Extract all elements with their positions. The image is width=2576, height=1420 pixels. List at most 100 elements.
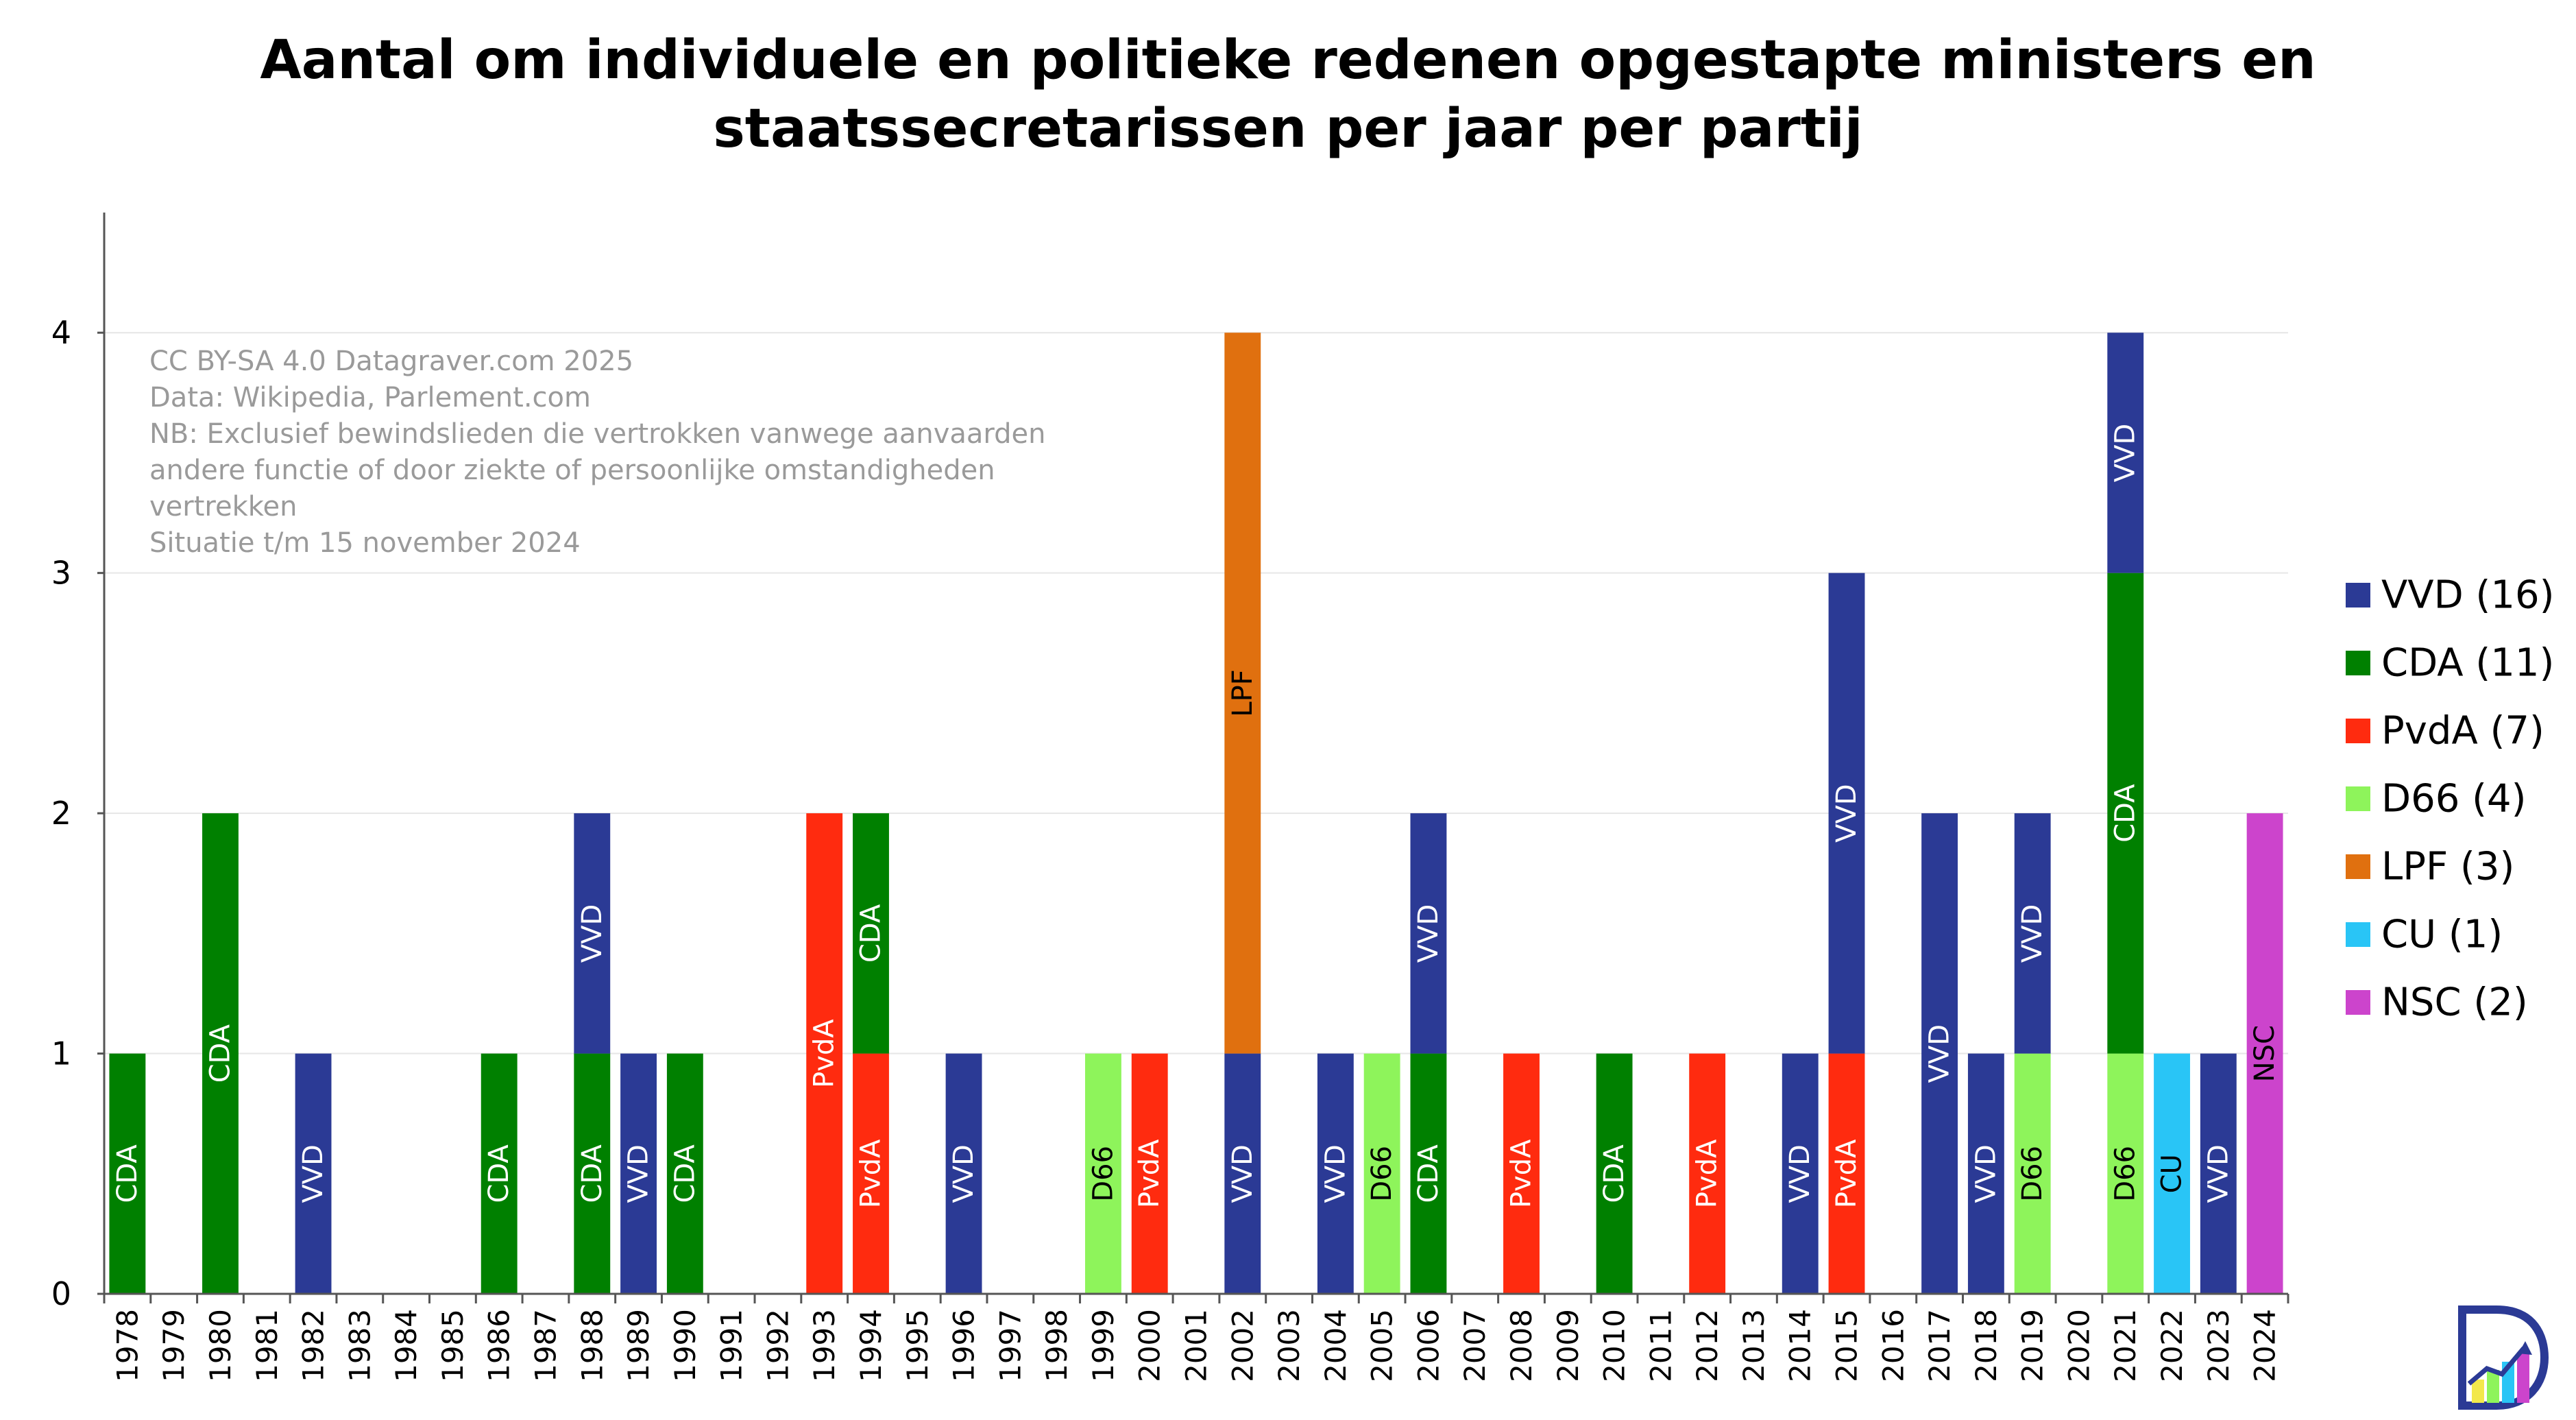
bar-label: VVD xyxy=(576,904,608,963)
bar-segment-vvd-2004 xyxy=(1317,1053,1354,1294)
x-tick-label: 1998 xyxy=(1040,1309,1073,1382)
x-tick-label: 1995 xyxy=(901,1309,934,1382)
bar-segment-cu-2022 xyxy=(2154,1053,2190,1294)
bar-label: VVD xyxy=(1227,1144,1259,1203)
x-tick-label: 2019 xyxy=(2016,1309,2050,1382)
bar-label: CDA xyxy=(204,1024,236,1083)
bar-label: D66 xyxy=(2110,1146,2141,1202)
x-tick-label: 2006 xyxy=(1411,1309,1445,1382)
bar-segment-vvd-2006 xyxy=(1410,813,1447,1054)
bar-segment-nsc-2024 xyxy=(2246,813,2283,1294)
bar-segment-vvd-1996 xyxy=(945,1053,982,1294)
bar-segment-pvda-1994 xyxy=(853,1053,889,1294)
x-tick-label: 1991 xyxy=(715,1309,749,1382)
legend-label-vvd: VVD (16) xyxy=(2381,573,2555,618)
x-tick-label: 1980 xyxy=(204,1309,237,1382)
bar-segment-vvd-1982 xyxy=(295,1053,332,1294)
x-tick-label: 2011 xyxy=(1644,1309,1677,1382)
x-tick-label: 1992 xyxy=(761,1309,794,1382)
bar-segment-vvd-2021 xyxy=(2107,333,2144,573)
bar-label: D66 xyxy=(1366,1146,1398,1202)
legend-swatch-lpf xyxy=(2346,854,2370,879)
bar-segment-vvd-2015 xyxy=(1828,573,1865,1054)
x-tick-label: 1978 xyxy=(110,1309,144,1382)
annotation-line: andere functie of door ziekte of persoon… xyxy=(149,455,995,486)
x-axis-ticks: 1978 1979 1980 1981 1982 1983 1984 1985 1986 1987… xyxy=(103,1294,2289,1382)
legend-label-lpf: LPF (3) xyxy=(2381,845,2514,889)
bar-label: PvdA xyxy=(1692,1139,1723,1208)
bar-segment-lpf-2002 xyxy=(1224,333,1261,1054)
bar-segment-vvd-2002 xyxy=(1224,1053,1261,1294)
legend-swatch-cu xyxy=(2346,922,2370,947)
x-tick-label: 1984 xyxy=(389,1309,423,1382)
bar-label: VVD xyxy=(1970,1144,2002,1203)
bar-label: PvdA xyxy=(809,1019,840,1088)
bar-segment-pvda-2000 xyxy=(1131,1053,1168,1294)
x-tick-label: 2023 xyxy=(2202,1309,2235,1382)
bar-label: VVD xyxy=(2110,424,2141,483)
chart-title: Aantal om individuele en politieke reden… xyxy=(0,26,2576,163)
x-tick-label: 2008 xyxy=(1505,1309,1538,1382)
bar-label: VVD xyxy=(1320,1144,1351,1203)
bar-label: CDA xyxy=(1599,1144,1630,1203)
bar-segment-pvda-1993 xyxy=(806,813,843,1294)
x-tick-label: 1990 xyxy=(668,1309,702,1382)
bar-segment-cda-1990 xyxy=(666,1053,703,1294)
bar-label: VVD xyxy=(1413,904,1444,963)
bar-label: PvdA xyxy=(1506,1139,1538,1208)
bar-label: CDA xyxy=(855,904,886,963)
y-tick-label: 0 xyxy=(51,1275,71,1312)
legend-swatch-pvda xyxy=(2346,719,2370,743)
x-tick-label: 1997 xyxy=(993,1309,1027,1382)
y-tick-label: 4 xyxy=(51,314,71,351)
bar-label: VVD xyxy=(1784,1144,1816,1203)
x-tick-label: 1994 xyxy=(854,1309,888,1382)
bar-label: CDA xyxy=(576,1144,608,1203)
bar-segment-pvda-2012 xyxy=(1689,1053,1726,1294)
bar-label: VVD xyxy=(2017,904,2048,963)
axes xyxy=(103,213,2288,1295)
bar-label: D66 xyxy=(1087,1146,1119,1202)
bar-label: PvdA xyxy=(855,1139,886,1208)
bar-label: PvdA xyxy=(1134,1139,1165,1208)
x-tick-label: 2009 xyxy=(1551,1309,1585,1382)
x-tick-label: 2007 xyxy=(1458,1309,1492,1382)
x-tick-label: 2003 xyxy=(1272,1309,1306,1382)
source-annotation: CC BY-SA 4.0 Datagraver.com 2025 Data: Wi… xyxy=(149,346,1046,559)
bar-label: VVD xyxy=(1924,1024,1956,1083)
x-tick-label: 1982 xyxy=(297,1309,330,1382)
annotation-line: Data: Wikipedia, Parlement.com xyxy=(149,382,591,413)
x-tick-label: 2022 xyxy=(2155,1309,2189,1382)
x-tick-label: 1985 xyxy=(436,1309,470,1382)
y-axis-ticks: 0 1 2 3 4 xyxy=(51,314,104,1312)
bar-segment-vvd-2014 xyxy=(1782,1053,1819,1294)
bar-segment-pvda-2015 xyxy=(1828,1053,1865,1294)
chart-title-line-1: Aantal om individuele en politieke reden… xyxy=(260,29,2316,91)
annotation-line: vertrekken xyxy=(149,491,297,522)
x-tick-label: 1979 xyxy=(157,1309,191,1382)
x-tick-label: 2004 xyxy=(1319,1309,1352,1382)
x-tick-label: 2010 xyxy=(1598,1309,1631,1382)
annotation-line: Situatie t/m 15 november 2024 xyxy=(149,527,581,559)
legend: VVD (16) CDA (11) PvdA (7) D66 (4) LPF (3) CU… xyxy=(2346,573,2555,1025)
bar-label: CDA xyxy=(669,1144,701,1203)
bar-label: VVD xyxy=(948,1144,980,1203)
bar-label: CU xyxy=(2156,1154,2188,1193)
bar-segment-d66-2005 xyxy=(1363,1053,1400,1294)
bar-segment-cda-1980 xyxy=(202,813,239,1294)
x-tick-label: 2020 xyxy=(2062,1309,2095,1382)
legend-swatch-vvd xyxy=(2346,583,2370,607)
legend-label-cda: CDA (11) xyxy=(2381,641,2554,686)
bar-segment-vvd-2023 xyxy=(2200,1053,2237,1294)
bar-segment-vvd-2018 xyxy=(1967,1053,2004,1294)
x-tick-label: 2002 xyxy=(1226,1309,1259,1382)
bars: CDA CDA VVD CDA CDA VVD VVD CDA PvdA PvdA CDA VVD D6… xyxy=(109,333,2283,1294)
bar-label: VVD xyxy=(2202,1144,2234,1203)
annotation-line: CC BY-SA 4.0 Datagraver.com 2025 xyxy=(149,346,633,377)
bar-segment-cda-1988 xyxy=(574,1053,611,1294)
bar-label: CDA xyxy=(2110,784,2141,843)
x-tick-label: 2016 xyxy=(1876,1309,1910,1382)
legend-label-pvda: PvdA (7) xyxy=(2381,709,2544,754)
x-tick-label: 1999 xyxy=(1086,1309,1120,1382)
